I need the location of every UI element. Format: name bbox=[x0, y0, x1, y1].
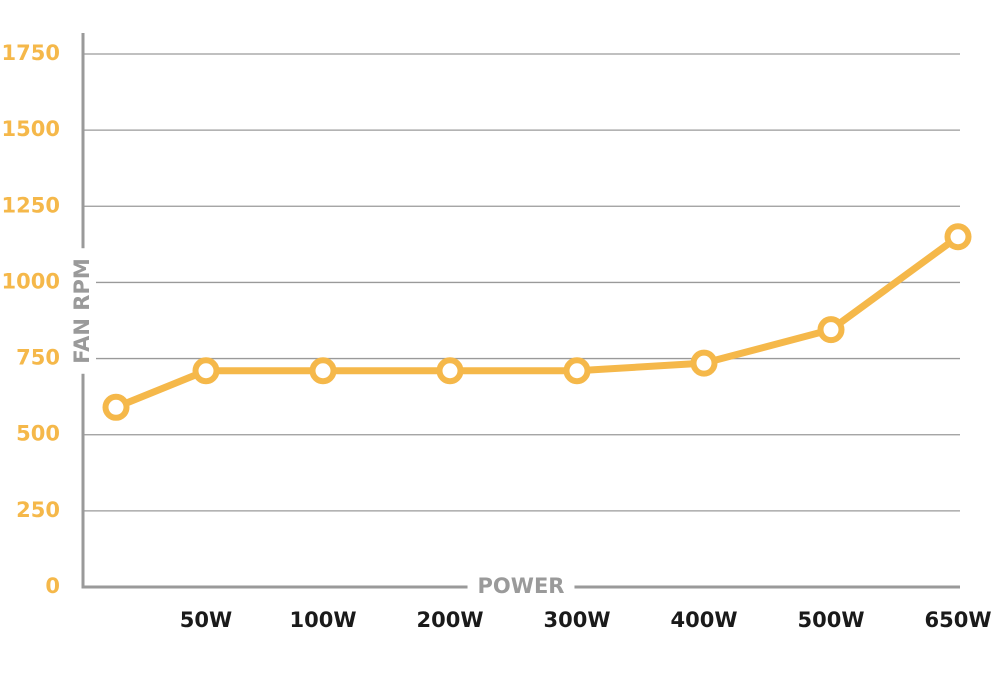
data-point bbox=[690, 349, 718, 377]
y-tick-label: 1750 bbox=[2, 41, 60, 65]
data-point bbox=[102, 393, 130, 421]
data-point bbox=[309, 357, 337, 385]
data-point bbox=[944, 223, 972, 251]
series-line bbox=[112, 233, 962, 411]
axis-title-gap bbox=[467, 572, 575, 600]
y-axis-title: FAN RPM bbox=[70, 258, 94, 364]
x-axis-title: POWER bbox=[478, 574, 565, 598]
y-tick-label: 1250 bbox=[2, 193, 60, 217]
y-tick-label: 750 bbox=[16, 346, 60, 370]
y-tick-label: 1500 bbox=[2, 117, 60, 141]
x-tick-label: 400W bbox=[671, 608, 738, 632]
y-tick-label: 1000 bbox=[2, 269, 60, 293]
y-tick-label: 500 bbox=[16, 422, 60, 446]
x-tick-label: 650W bbox=[925, 608, 992, 632]
gridlines bbox=[83, 53, 960, 512]
x-tick-label: 200W bbox=[417, 608, 484, 632]
x-tick-label: 100W bbox=[290, 608, 357, 632]
data-point bbox=[436, 357, 464, 385]
x-tick-label: 300W bbox=[544, 608, 611, 632]
axis-title-gap bbox=[68, 248, 96, 374]
data-point bbox=[192, 357, 220, 385]
x-tick-labels: 50W 100W 200W 300W 400W 500W 650W bbox=[180, 608, 992, 632]
data-point bbox=[563, 357, 591, 385]
axes bbox=[81, 33, 960, 589]
series-fan-rpm bbox=[102, 223, 972, 421]
y-tick-label: 250 bbox=[16, 498, 60, 522]
x-tick-label: 50W bbox=[180, 608, 232, 632]
y-tick-labels: 0 250 500 750 1000 1250 1500 1750 bbox=[2, 41, 60, 598]
y-tick-label: 0 bbox=[45, 574, 60, 598]
x-tick-label: 500W bbox=[798, 608, 865, 632]
data-point bbox=[817, 316, 845, 344]
